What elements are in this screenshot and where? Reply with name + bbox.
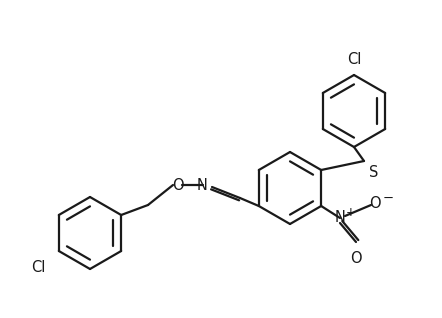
Text: N: N <box>196 177 207 192</box>
Text: O: O <box>172 177 184 192</box>
Text: O: O <box>350 251 362 266</box>
Text: N: N <box>335 211 346 225</box>
Text: −: − <box>383 191 394 204</box>
Text: Cl: Cl <box>347 52 361 67</box>
Text: +: + <box>346 205 356 218</box>
Text: Cl: Cl <box>32 259 46 274</box>
Text: S: S <box>369 165 378 180</box>
Text: O: O <box>369 196 381 211</box>
